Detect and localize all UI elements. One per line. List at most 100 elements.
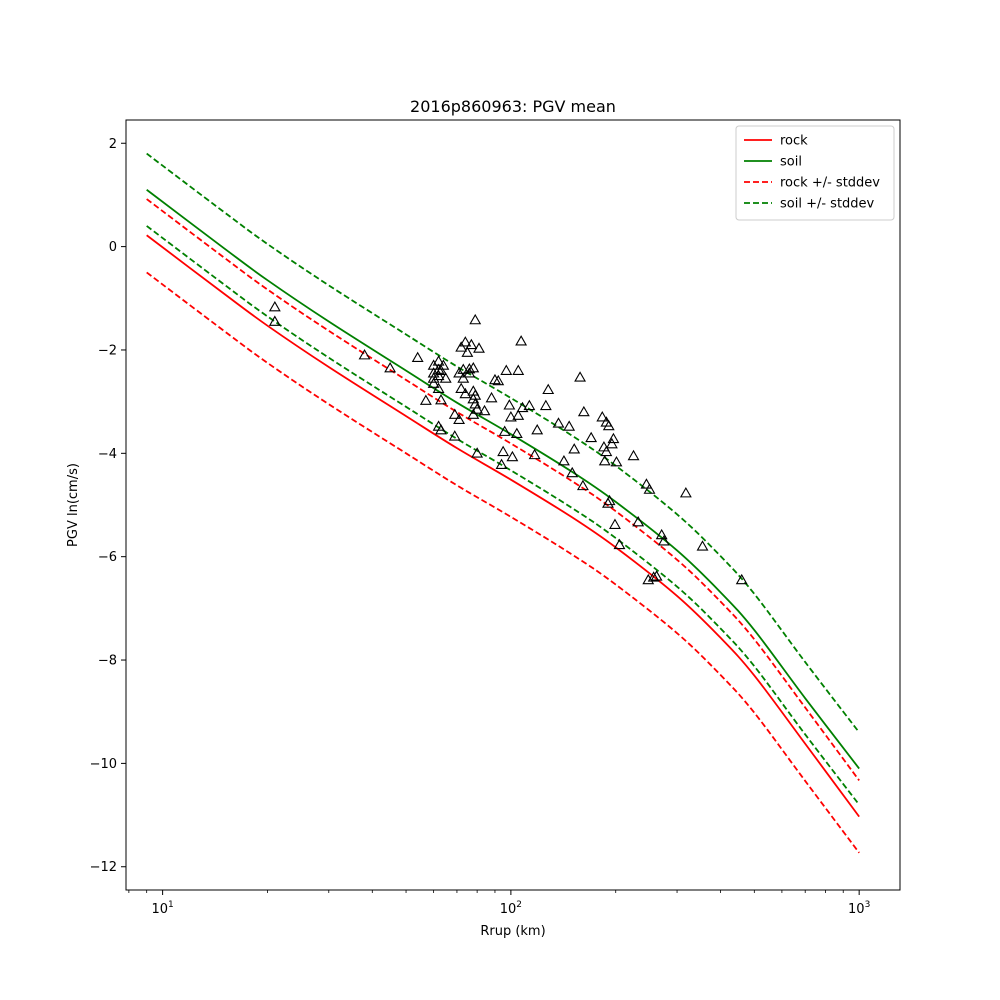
y-tick-label: −8 <box>98 654 117 669</box>
series-line-band-3 <box>146 271 860 854</box>
scatter-point <box>574 371 587 382</box>
scatter-point <box>448 408 461 419</box>
plot-points <box>268 300 748 585</box>
scatter-point <box>503 399 516 410</box>
scatter-point <box>605 437 618 449</box>
scatter-point <box>465 338 478 350</box>
scatter-point <box>506 450 519 462</box>
series-line-rock-stddev-2 <box>146 198 860 781</box>
scatter-point <box>598 454 611 466</box>
scatter-point <box>696 540 709 551</box>
scatter-point <box>609 518 621 529</box>
scatter-point <box>453 367 466 378</box>
scatter-point <box>650 570 663 581</box>
scatter-point <box>576 479 589 491</box>
scatter-point <box>504 411 517 422</box>
scatter-point <box>455 341 468 352</box>
scatter-point <box>459 387 472 399</box>
scatter-point <box>735 573 748 585</box>
scatter-point <box>427 377 440 388</box>
scatter-point <box>603 494 616 506</box>
scatter-point <box>437 359 450 370</box>
y-tick-label: −12 <box>90 860 117 875</box>
scatter-point <box>679 487 692 498</box>
scatter-point <box>500 364 513 375</box>
scatter-point <box>515 335 528 346</box>
y-tick-label: −2 <box>98 343 117 358</box>
scatter-point <box>435 393 447 405</box>
scatter-point <box>643 483 656 494</box>
scatter-point <box>463 367 476 378</box>
scatter-point <box>489 373 501 385</box>
y-axis-label: PGV ln(cm/s) <box>66 463 81 547</box>
series-line-soil-1 <box>146 189 860 770</box>
scatter-point <box>512 409 525 420</box>
series-line-rock-0 <box>146 234 860 818</box>
scatter-point <box>613 538 626 550</box>
scatter-point <box>471 403 484 414</box>
scatter-point <box>461 346 474 357</box>
scatter-point <box>495 458 508 469</box>
scatter-point <box>439 372 452 383</box>
scatter-point <box>473 342 485 353</box>
scatter-point <box>566 466 579 478</box>
scatter-point <box>432 382 445 394</box>
scatter-point <box>627 449 640 461</box>
scatter-point <box>268 300 281 312</box>
scatter-point <box>492 374 505 386</box>
scatter-point <box>455 382 468 394</box>
y-tick-label: 2 <box>109 137 117 152</box>
scatter-point <box>607 432 620 444</box>
scatter-point <box>419 394 432 405</box>
scatter-point <box>539 399 552 411</box>
scatter-point <box>516 401 529 413</box>
scatter-point <box>427 367 440 378</box>
scatter-point <box>610 455 623 467</box>
scatter-point <box>596 411 609 422</box>
x-axis: 101 102 103 <box>128 890 870 917</box>
y-tick-label: −4 <box>98 447 117 462</box>
scatter-point <box>457 372 470 383</box>
scatter-point <box>467 361 480 373</box>
scatter-point <box>358 349 371 360</box>
scatter-point <box>640 478 653 489</box>
x-tick-label: 103 <box>848 900 870 917</box>
scatter-point <box>557 454 570 466</box>
scatter-point <box>471 447 484 458</box>
scatter-point <box>642 573 655 585</box>
x-tick-label: 102 <box>500 900 522 917</box>
scatter-point <box>563 420 576 431</box>
x-tick-label: 101 <box>151 900 173 917</box>
plot-frame <box>125 119 901 891</box>
y-tick-label: −10 <box>90 757 117 772</box>
scatter-point <box>432 369 445 381</box>
scatter-point <box>510 427 523 438</box>
scatter-point <box>497 445 510 457</box>
x-axis-label: Rrup (km) <box>480 924 545 939</box>
scatter-point <box>411 351 424 363</box>
scatter-point <box>552 417 565 428</box>
scatter-point <box>478 404 491 416</box>
scatter-point <box>469 313 482 325</box>
scatter-point <box>523 399 536 411</box>
y-tick-label: 0 <box>109 240 117 255</box>
scatter-point <box>657 535 670 546</box>
scatter-point <box>568 443 581 454</box>
scatter-point <box>435 423 447 435</box>
scatter-point <box>600 445 613 457</box>
scatter-point <box>655 528 668 540</box>
scatter-point <box>384 361 397 373</box>
scatter-point <box>647 571 660 582</box>
chart-title: 2016p860963: PGV mean <box>410 97 616 116</box>
legend-label: soil +/- stddev <box>780 197 875 212</box>
scatter-point <box>467 408 480 419</box>
scatter-point <box>427 372 440 383</box>
legend-box <box>735 125 895 221</box>
scatter-point <box>459 336 472 347</box>
scatter-point <box>542 383 555 395</box>
legend-label: rock +/- stddev <box>780 176 880 191</box>
y-tick-label: −6 <box>98 550 117 565</box>
y-axis: 2 0 −2 −4 −6 −8 −10 −12 <box>90 137 126 875</box>
scatter-point <box>448 430 461 441</box>
